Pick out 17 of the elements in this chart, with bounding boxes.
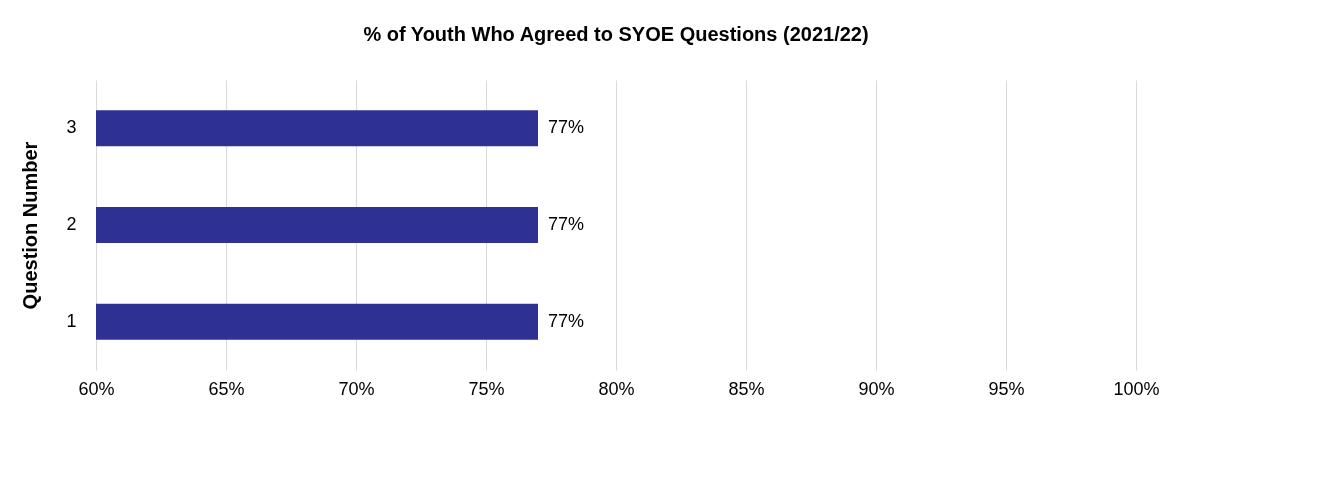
x-tick-label: 65% [208,378,245,399]
x-tick-label: 75% [468,378,505,399]
y-axis-title: Question Number [19,141,42,310]
data-label: 77% [548,117,585,138]
x-tick-label: 100% [1113,378,1160,399]
data-label: 77% [548,310,585,331]
data-label: 77% [548,214,585,234]
x-tick-label: 95% [988,378,1025,399]
chart-title: % of Youth Who Agreed to SYOE Questions (2021/22) [363,23,869,45]
x-tick-label: 60% [78,378,115,399]
x-tick-label: 80% [598,378,635,399]
y-tick-label: 3 [66,117,77,138]
y-tick-label: 2 [66,214,77,234]
x-tick-label: 85% [728,378,765,399]
y-tick-label: 1 [66,310,77,331]
x-tick-label: 70% [338,378,375,399]
x-tick-label: 90% [858,378,895,399]
